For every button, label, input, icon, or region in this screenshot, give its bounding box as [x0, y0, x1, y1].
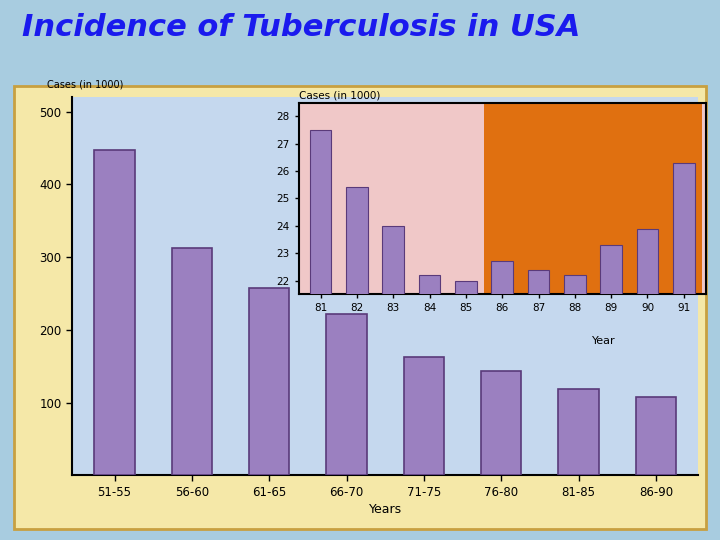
Bar	[481, 372, 521, 475]
Text: Incidence of Tuberculosis in USA: Incidence of Tuberculosis in USA	[22, 14, 580, 43]
Bar	[600, 245, 622, 540]
Bar	[673, 163, 695, 540]
Bar	[528, 269, 549, 540]
FancyBboxPatch shape	[484, 103, 702, 294]
Bar	[559, 389, 598, 475]
Bar	[346, 187, 368, 540]
Bar	[172, 248, 212, 475]
Bar	[636, 397, 676, 475]
Bar	[94, 150, 135, 475]
Bar	[564, 275, 586, 540]
Bar	[636, 228, 658, 540]
Bar	[491, 261, 513, 540]
Bar	[382, 226, 404, 540]
Bar	[249, 288, 289, 475]
Bar	[418, 275, 441, 540]
Bar	[326, 314, 366, 475]
Bar	[310, 130, 331, 540]
X-axis label: Year: Year	[592, 336, 616, 347]
Text: Cases (in 1000): Cases (in 1000)	[299, 90, 380, 100]
Bar	[455, 281, 477, 540]
X-axis label: Years: Years	[369, 503, 402, 516]
Bar	[404, 357, 444, 475]
Text: Cases (in 1000): Cases (in 1000)	[47, 79, 123, 90]
